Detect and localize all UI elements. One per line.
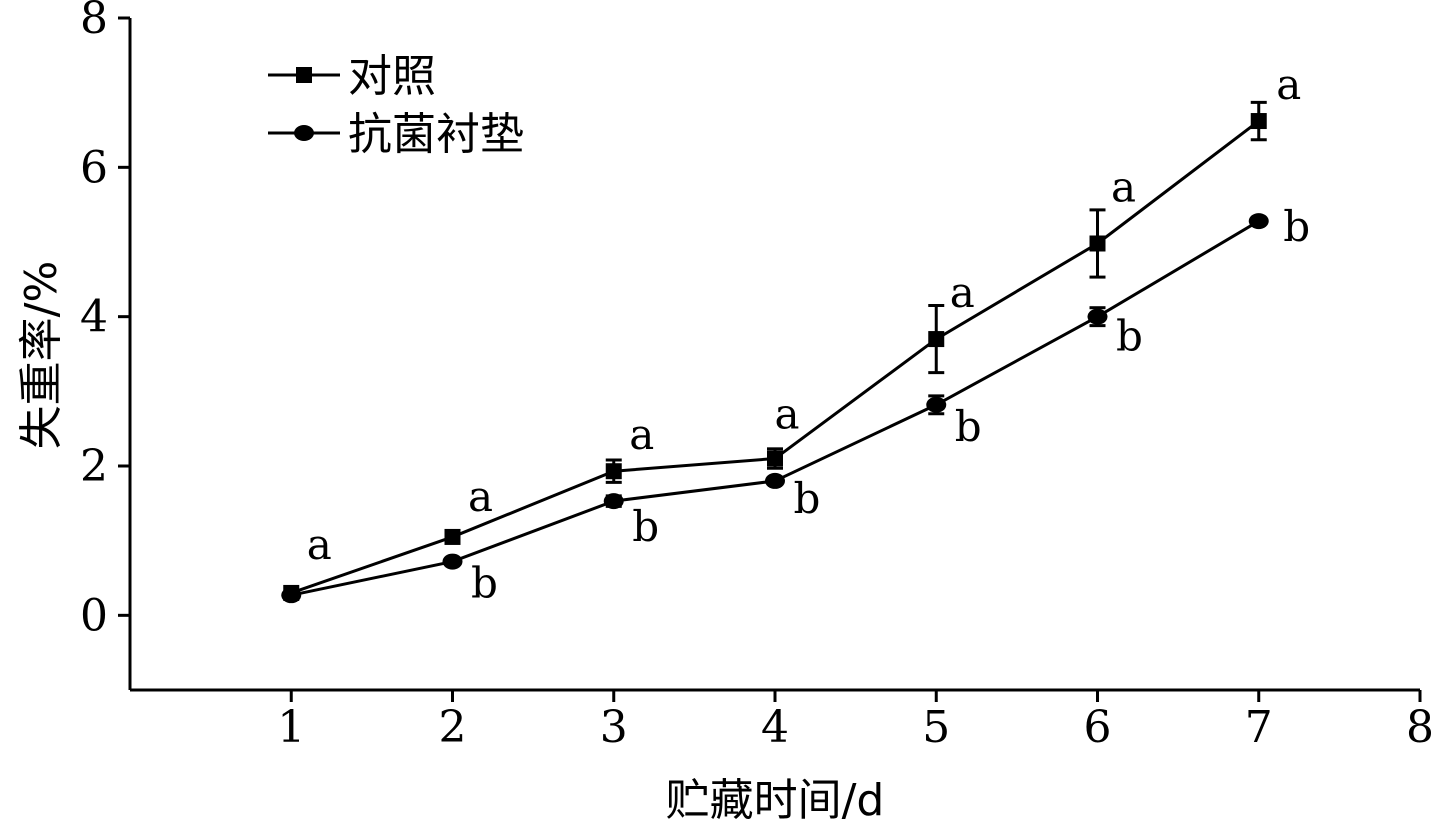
axis-ticks: 1 2 3 4 5 6 7 8 0 2 4 6 8	[80, 0, 1431, 753]
significance-label: b	[1116, 312, 1143, 361]
significance-label: a	[629, 410, 654, 459]
data-point	[765, 472, 785, 489]
data-point	[603, 493, 624, 510]
significance-label: a	[1276, 60, 1301, 109]
data-point	[1089, 235, 1106, 252]
significance-label: a	[307, 520, 332, 569]
significance-label: b	[632, 502, 659, 551]
x-tick-label: 5	[922, 702, 950, 753]
series-control: a a a a a a a	[283, 60, 1301, 601]
x-tick-label: 8	[1406, 702, 1431, 753]
data-point	[926, 396, 947, 413]
y-tick-label: 4	[80, 292, 108, 343]
significance-label: a	[950, 268, 975, 317]
y-axis-label: 失重率/%	[16, 261, 67, 450]
series-antibacterial-pad: b b b b b b	[281, 202, 1310, 608]
data-point	[1250, 113, 1267, 130]
legend-label: 对照	[348, 51, 436, 102]
significance-label: b	[794, 474, 821, 523]
data-point	[605, 463, 622, 480]
data-point	[442, 553, 463, 570]
data-point	[1248, 213, 1269, 230]
significance-label: b	[955, 402, 982, 451]
x-tick-label: 4	[761, 702, 789, 753]
data-point	[928, 331, 945, 348]
legend-marker	[294, 125, 314, 141]
data-point	[1087, 308, 1108, 325]
data-point	[767, 450, 783, 467]
y-tick-label: 0	[80, 590, 108, 641]
x-tick-label: 3	[600, 702, 628, 753]
y-tick-label: 2	[80, 441, 108, 492]
legend-marker	[296, 67, 312, 83]
data-point	[281, 587, 302, 604]
significance-label: b	[1283, 202, 1310, 251]
x-tick-label: 7	[1245, 702, 1273, 753]
significance-label: a	[468, 472, 493, 521]
x-tick-label: 6	[1084, 702, 1112, 753]
x-tick-label: 2	[439, 702, 467, 753]
significance-label: b	[471, 559, 498, 608]
significance-label: a	[1111, 162, 1136, 211]
data-point	[444, 528, 461, 545]
x-tick-label: 1	[277, 702, 305, 753]
y-tick-label: 6	[80, 142, 108, 193]
legend-label: 抗菌衬垫	[348, 109, 524, 160]
y-tick-label: 8	[80, 0, 108, 44]
significance-label: a	[774, 390, 799, 439]
x-axis-label: 贮藏时间/d	[666, 775, 885, 826]
